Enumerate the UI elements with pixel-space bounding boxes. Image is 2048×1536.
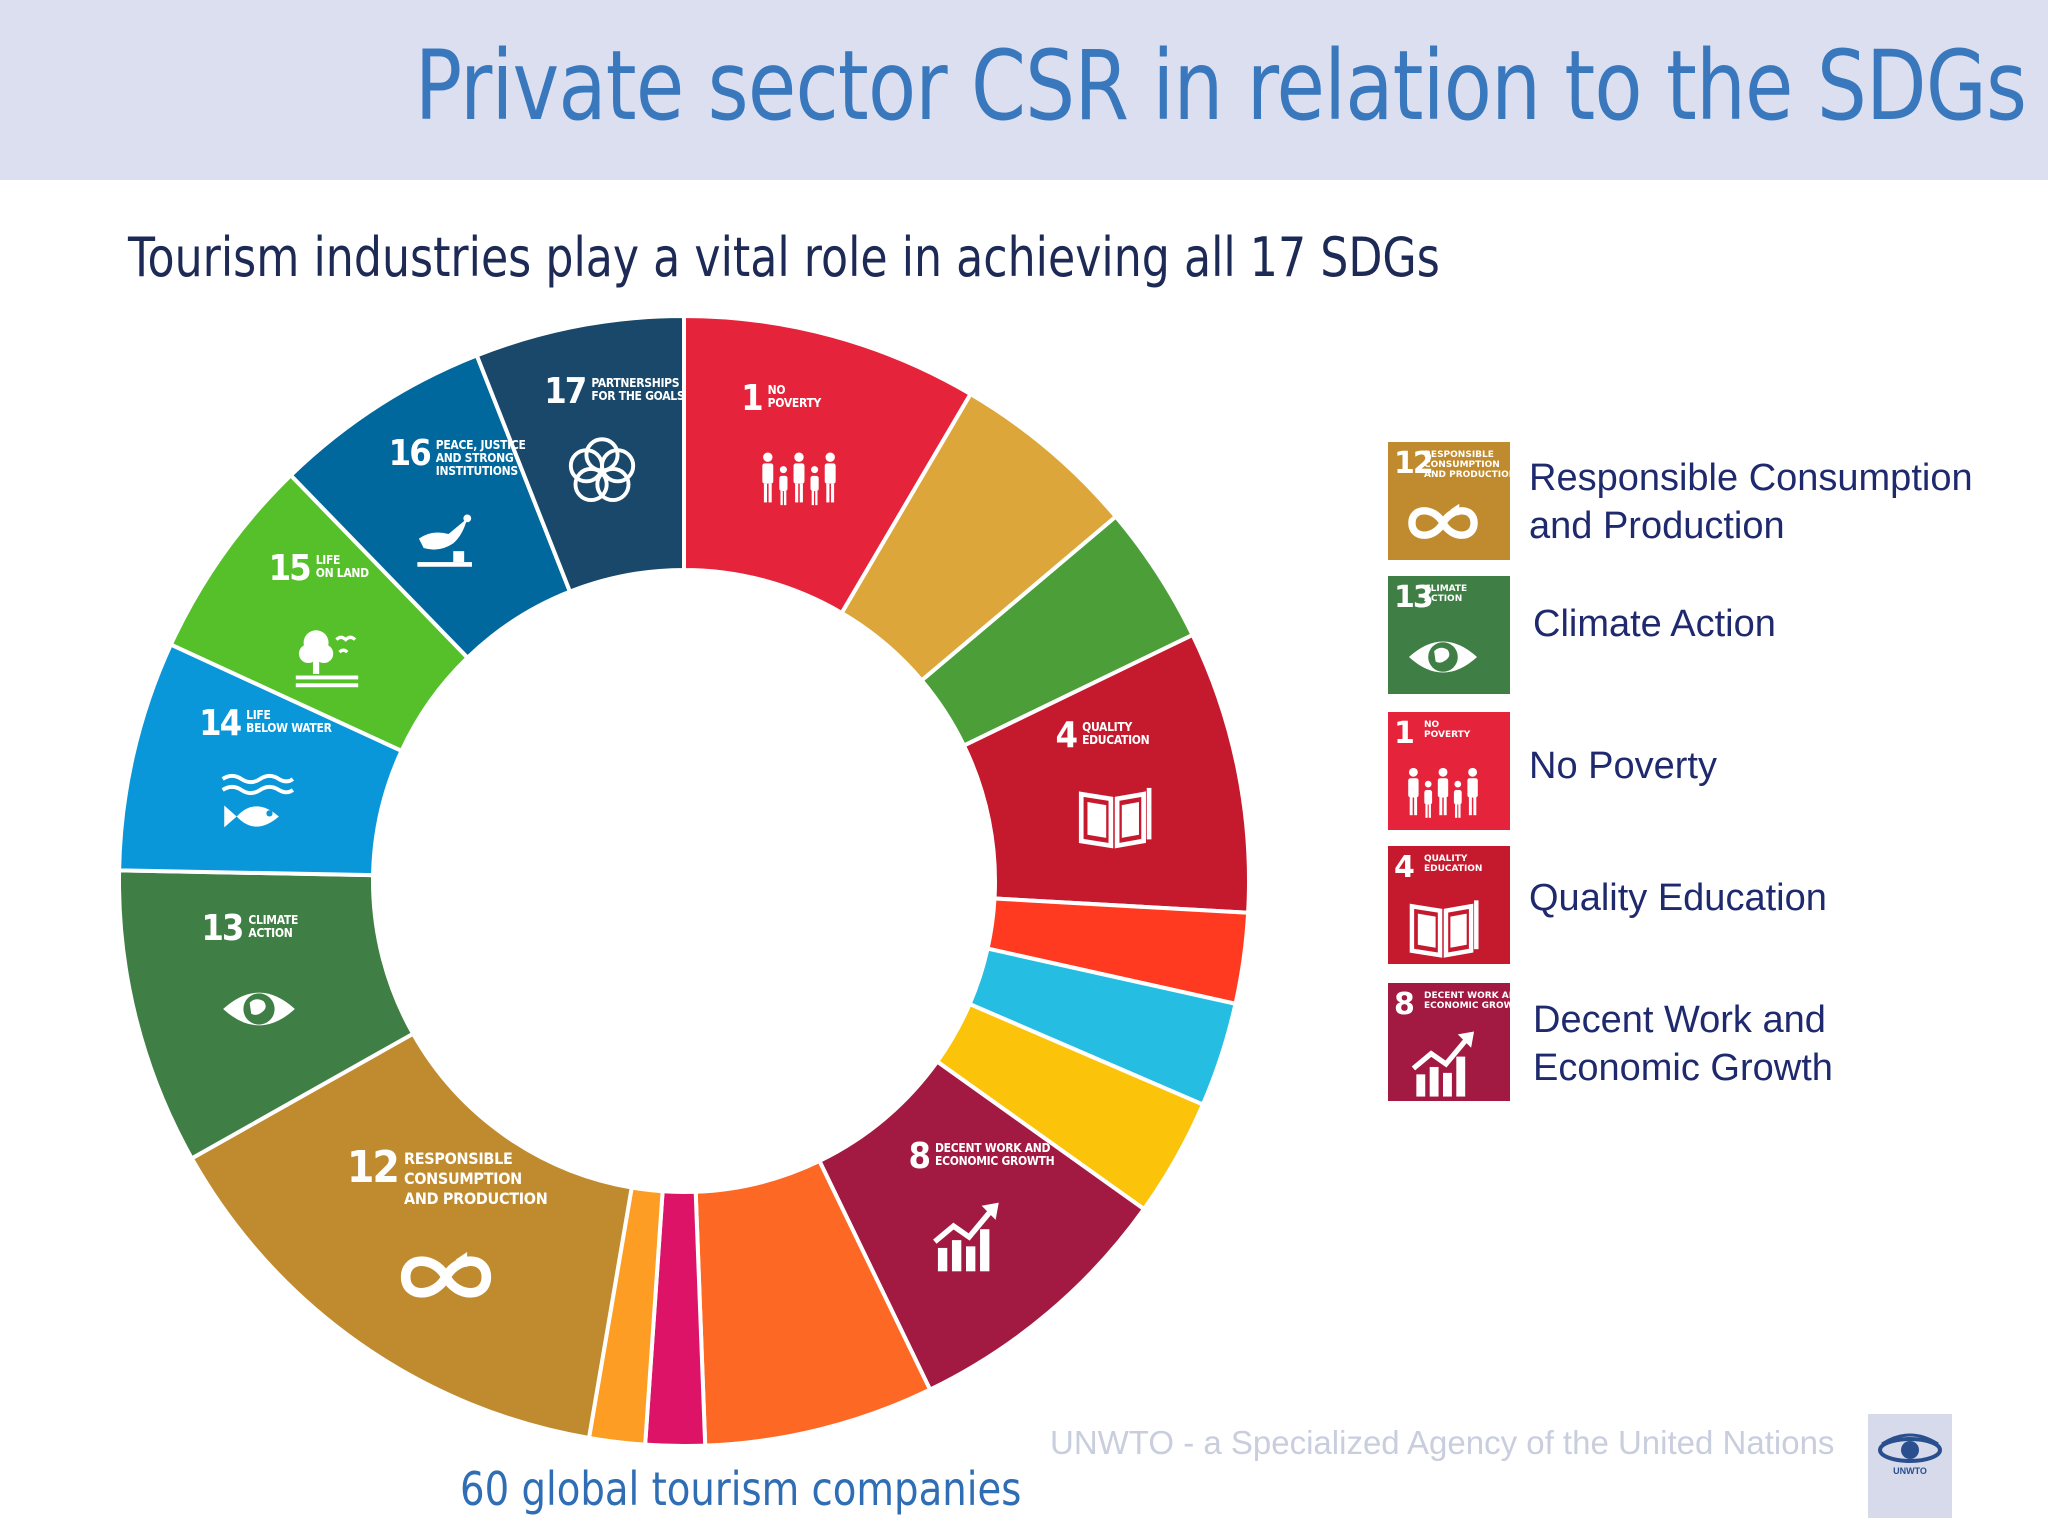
family-icon [1408,767,1478,818]
footer-agency-text: UNWTO - a Specialized Agency of the Unit… [1050,1424,1835,1461]
legend-label: Responsible Consumption and Production [1529,457,1973,547]
legend-label: Decent Work and Economic Growth [1533,999,1833,1089]
legend-tile-text: RESPONSIBLE CONSUMPTION AND PRODUCTION [1424,450,1510,480]
legend-label: Climate Action [1533,603,1776,645]
legend-tile-goal-13: 13 CLIMATE ACTION [1388,576,1510,694]
legend-tile-number: 12 [1394,446,1434,481]
legend-label: Quality Education [1529,877,1827,919]
legend-tile-goal-1: 1 NO POVERTY [1388,712,1510,830]
legend-tile-goal-8: 8 DECENT WORK AND ECONOMIC GROWTH [1388,983,1510,1101]
legend-tile-goal-4: 4 QUALITY EDUCATION [1388,846,1510,964]
slide-title: Private sector CSR in relation to the SD… [414,30,2027,142]
infinity-icon [1408,503,1478,539]
legend-tile-number: 1 [1394,716,1415,751]
unwto-logo: UNWTO [1868,1414,1952,1518]
legend-tile-goal-12: 12 RESPONSIBLE CONSUMPTION AND PRODUCTION [1388,442,1510,560]
eye-globe-icon [1408,641,1478,673]
legend-tile-number: 13 [1394,580,1434,615]
chart-caption: 60 global tourism companies [460,1462,1022,1516]
legend-tile-text: NO POVERTY [1424,720,1471,740]
growth-chart-icon [1411,1031,1475,1097]
legend-label: No Poverty [1529,745,1717,787]
legend-tile-text: QUALITY EDUCATION [1424,854,1483,874]
slide-subtitle: Tourism industries play a vital role in … [128,226,1440,289]
legend-tile-number: 4 [1394,850,1415,885]
legend-tile-number: 8 [1394,987,1415,1022]
legend-tile-text: CLIMATE ACTION [1424,584,1468,604]
unwto-logo-text: UNWTO [1893,1466,1927,1476]
legend-tile-text: DECENT WORK AND ECONOMIC GROWTH [1424,991,1510,1011]
header-band [0,0,2048,180]
donut-segment-goal-12 [189,1030,635,1441]
book-icon [1409,900,1479,958]
